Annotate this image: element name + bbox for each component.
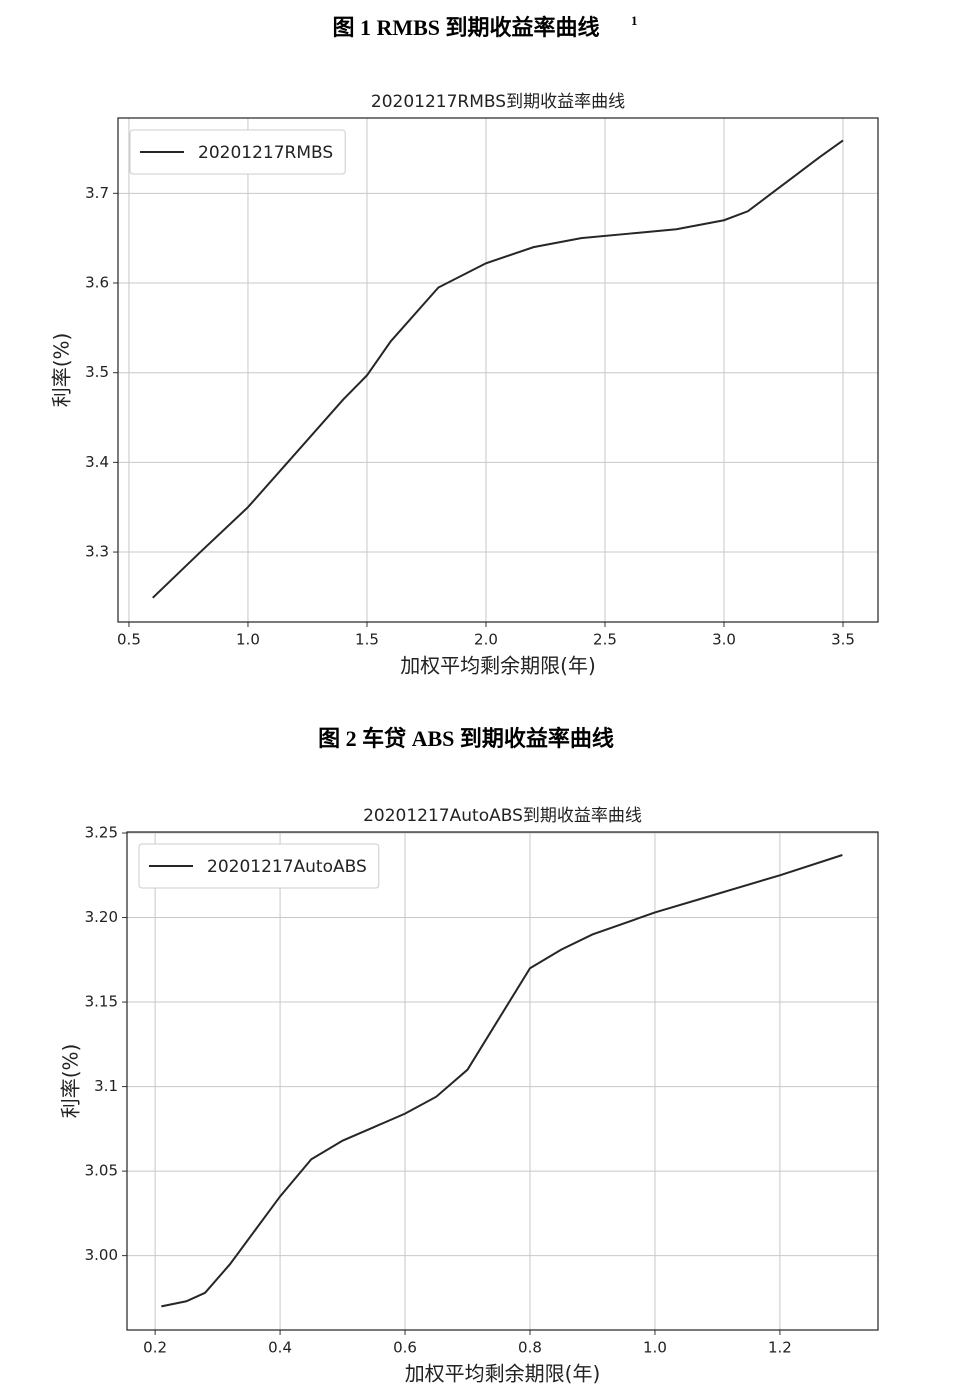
- x-tick-label: 3.5: [831, 631, 855, 649]
- x-tick-label: 0.8: [518, 1339, 542, 1357]
- chart-title: 20201217RMBS到期收益率曲线: [371, 92, 625, 112]
- x-tick-label: 1.0: [643, 1339, 667, 1357]
- legend-label: 20201217RMBS: [198, 143, 333, 163]
- y-tick-label: 3.3: [85, 543, 109, 561]
- x-tick-label: 3.0: [712, 631, 736, 649]
- y-tick-label: 3.1: [94, 1077, 118, 1095]
- x-tick-label: 2.5: [593, 631, 617, 649]
- line-series: [152, 139, 844, 599]
- legend-box: [129, 129, 346, 175]
- y-tick-label: 3.25: [85, 824, 118, 842]
- x-tick-label: 0.4: [268, 1339, 292, 1357]
- y-axis-label: 利率(%): [50, 333, 74, 408]
- y-tick-label: 3.15: [85, 993, 118, 1011]
- plot-frame: [126, 831, 879, 1331]
- y-tick-label: 3.5: [85, 363, 109, 381]
- footnote-mark: 1: [631, 13, 638, 28]
- x-tick-label: 0.5: [117, 631, 141, 649]
- legend-label: 20201217AutoABS: [207, 857, 367, 877]
- y-tick-label: 3.6: [85, 274, 109, 292]
- x-tick-label: 0.6: [393, 1339, 417, 1357]
- plot-frame: [117, 117, 879, 623]
- legend: 20201217AutoABS: [138, 843, 380, 889]
- x-tick-label: 2.0: [474, 631, 498, 649]
- chart-title: 20201217AutoABS到期收益率曲线: [363, 806, 642, 826]
- x-tick-label: 0.2: [143, 1339, 167, 1357]
- caption: 图 1 RMBS 到期收益率曲线: [332, 15, 599, 40]
- line-series: [161, 854, 843, 1308]
- x-tick-label: 1.5: [355, 631, 379, 649]
- y-axis-label: 利率(%): [59, 1044, 83, 1119]
- y-tick-label: 3.4: [85, 453, 109, 471]
- y-tick-label: 3.05: [85, 1162, 118, 1180]
- legend-box: [138, 843, 380, 889]
- x-tick-label: 1.0: [236, 631, 260, 649]
- legend: 20201217RMBS: [129, 129, 346, 175]
- y-tick-label: 3.00: [85, 1246, 118, 1264]
- y-tick-label: 3.7: [85, 184, 109, 202]
- caption: 图 2 车贷 ABS 到期收益率曲线: [318, 726, 614, 751]
- x-axis-label: 加权平均剩余期限(年): [400, 654, 596, 678]
- y-tick-label: 3.20: [85, 908, 118, 926]
- x-axis-label: 加权平均剩余期限(年): [405, 1362, 601, 1386]
- x-tick-label: 1.2: [768, 1339, 792, 1357]
